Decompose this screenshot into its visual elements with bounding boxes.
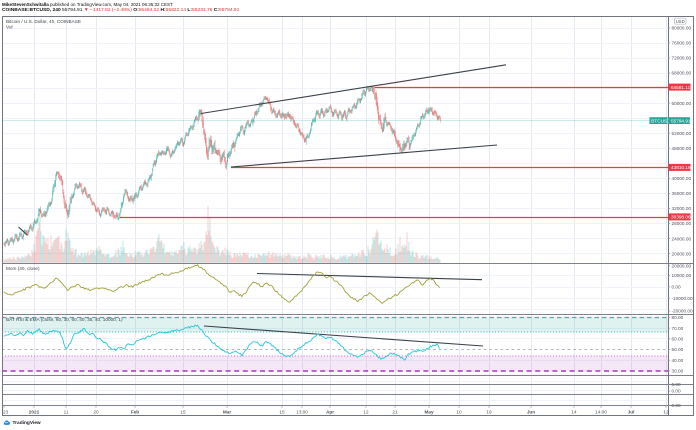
svg-text:May: May <box>424 409 434 414</box>
svg-text:0.00: 0.00 <box>672 382 682 387</box>
svg-text:80.00: 80.00 <box>672 315 684 320</box>
svg-text:21: 21 <box>392 409 398 414</box>
svg-text:60000.00: 60000.00 <box>672 101 692 106</box>
svg-text:Jun: Jun <box>527 409 535 414</box>
svg-text:72000.00: 72000.00 <box>672 56 692 61</box>
svg-text:Feb: Feb <box>131 409 139 414</box>
svg-text:36000.00: 36000.00 <box>672 191 692 196</box>
svg-text:-20000.00: -20000.00 <box>672 309 694 314</box>
svg-text:0.00: 0.00 <box>672 285 682 290</box>
svg-text:19: 19 <box>486 409 492 414</box>
svg-text:0.00: 0.00 <box>672 389 682 394</box>
svg-text:40.00: 40.00 <box>672 358 684 363</box>
svg-text:30.00: 30.00 <box>672 369 684 374</box>
svg-text:12: 12 <box>663 409 669 414</box>
svg-text:Apr: Apr <box>326 409 334 414</box>
svg-text:24000.00: 24000.00 <box>672 236 692 241</box>
svg-text:BAT RSI & EMA (close, 60, 30,: BAT RSI & EMA (close, 60, 30, 60, 40, 35… <box>6 317 123 322</box>
svg-text:Vol: Vol <box>6 24 13 29</box>
svg-text:2021: 2021 <box>29 409 40 414</box>
svg-text:64581.11: 64581.11 <box>671 85 691 90</box>
svg-text:68000.00: 68000.00 <box>672 71 692 76</box>
svg-text:23: 23 <box>3 409 9 414</box>
svg-text:10000.00: 10000.00 <box>672 273 692 278</box>
svg-text:28000.00: 28000.00 <box>672 221 692 226</box>
svg-text:11: 11 <box>64 409 69 414</box>
svg-text:10: 10 <box>456 409 462 414</box>
svg-text:USD: USD <box>676 19 685 24</box>
svg-text:55794.91: 55794.91 <box>671 118 691 123</box>
svg-text:32000.00: 32000.00 <box>672 206 692 211</box>
svg-text:0.00: 0.00 <box>672 403 682 408</box>
svg-text:20000.00: 20000.00 <box>672 264 692 269</box>
svg-text:70.00: 70.00 <box>672 326 684 331</box>
svg-text:Mom (40, close): Mom (40, close) <box>6 266 40 271</box>
svg-text:12: 12 <box>363 409 369 414</box>
svg-text:60.00: 60.00 <box>672 337 684 342</box>
svg-text:43810.19: 43810.19 <box>671 165 691 170</box>
svg-text:20000.00: 20000.00 <box>672 251 692 256</box>
svg-text:52000.00: 52000.00 <box>672 131 692 136</box>
svg-text:76000.00: 76000.00 <box>672 41 692 46</box>
svg-text:-10000.00: -10000.00 <box>672 296 694 301</box>
svg-text:30398.06: 30398.06 <box>671 215 691 220</box>
svg-text:Mar: Mar <box>223 409 232 414</box>
svg-text:15: 15 <box>180 409 186 414</box>
svg-text:Bitcoin / U.S. Dollar, 4h, COI: Bitcoin / U.S. Dollar, 4h, COINBASE <box>6 19 81 24</box>
svg-text:15: 15 <box>279 409 285 414</box>
svg-text:20: 20 <box>93 409 99 414</box>
svg-text:BTCUSD: BTCUSD <box>651 118 671 123</box>
svg-text:80000.00: 80000.00 <box>672 26 692 31</box>
svg-text:48000.00: 48000.00 <box>672 146 692 151</box>
svg-text:40000.00: 40000.00 <box>672 176 692 181</box>
svg-text:13:00: 13:00 <box>296 409 308 414</box>
svg-text:Jul: Jul <box>628 409 635 414</box>
svg-text:14:00: 14:00 <box>595 409 607 414</box>
svg-text:14: 14 <box>571 409 577 414</box>
svg-text:50.00: 50.00 <box>672 347 684 352</box>
